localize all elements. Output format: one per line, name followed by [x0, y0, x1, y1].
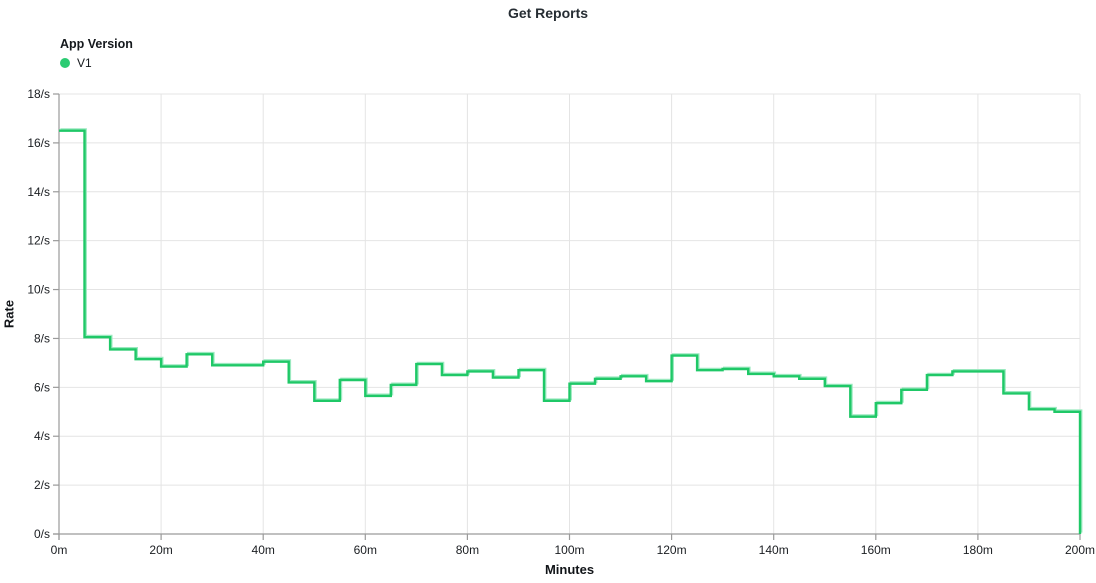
legend: App Version V1: [60, 37, 133, 70]
x-tick-label: 120m: [657, 543, 687, 557]
y-tick-label: 10/s: [27, 283, 50, 297]
x-axis-title: Minutes: [544, 562, 595, 577]
y-tick-label: 2/s: [34, 478, 50, 492]
y-tick-label: 18/s: [27, 87, 50, 101]
y-tick-label: 4/s: [34, 429, 50, 443]
y-tick-label: 12/s: [27, 234, 50, 248]
x-tick-label: 160m: [861, 543, 891, 557]
x-tick-label: 20m: [149, 543, 172, 557]
y-tick-label: 16/s: [27, 136, 50, 150]
y-tick-label: 0/s: [34, 527, 50, 541]
series-line-v1: [59, 129, 1082, 534]
y-tick-label: 14/s: [27, 185, 50, 199]
chart-title: Get Reports: [507, 5, 589, 21]
legend-item-v1[interactable]: V1: [60, 56, 133, 70]
x-tick-label: 140m: [759, 543, 789, 557]
legend-title: App Version: [60, 37, 133, 51]
y-tick-label: 8/s: [34, 331, 50, 345]
series-line-halo: [60, 128, 1083, 533]
legend-item-label: V1: [77, 56, 92, 70]
x-tick-label: 0m: [51, 543, 68, 557]
x-tick-label: 200m: [1065, 543, 1095, 557]
x-tick-label: 40m: [252, 543, 275, 557]
series-color-dot: [60, 58, 70, 68]
x-tick-label: 60m: [354, 543, 377, 557]
x-tick-label: 180m: [963, 543, 993, 557]
x-tick-label: 80m: [456, 543, 479, 557]
x-tick-label: 100m: [554, 543, 584, 557]
y-tick-label: 6/s: [34, 380, 50, 394]
